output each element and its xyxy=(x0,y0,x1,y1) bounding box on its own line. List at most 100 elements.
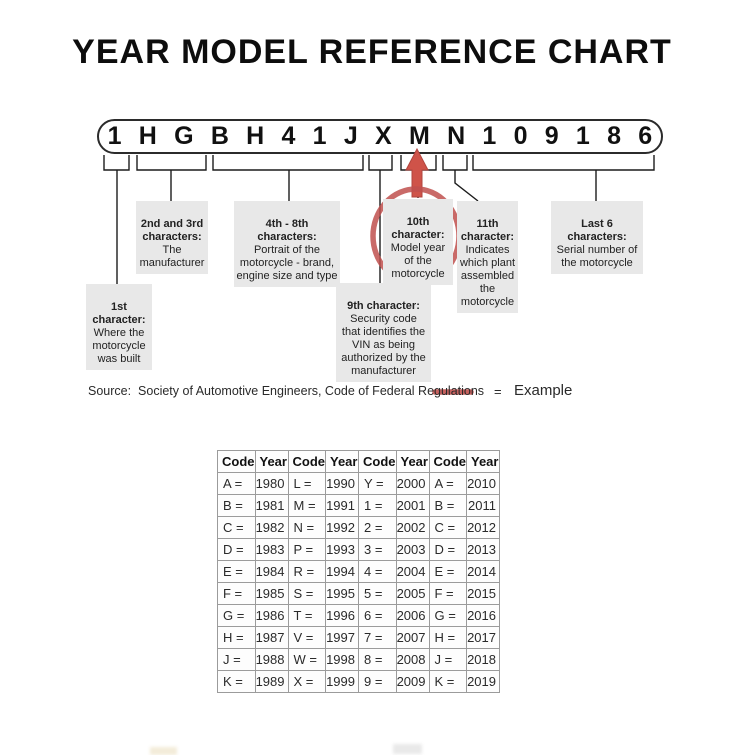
year-cell: 2003 xyxy=(395,538,430,561)
callout-title: 11th character: xyxy=(460,218,515,243)
callout-body: Indicates which plant assembled the moto… xyxy=(459,244,516,308)
table-header-cell: Code xyxy=(217,450,256,473)
vin-character: 1 xyxy=(482,122,497,150)
table-body: A = 1980 L = 1990 Y = 2000 A = 2010 B = 1981 M = 19… xyxy=(217,472,500,693)
code-cell: K = xyxy=(428,670,467,693)
year-cell: 2012 xyxy=(466,516,500,539)
vin-character: 9 xyxy=(544,122,559,150)
year-cell: 2009 xyxy=(395,670,430,693)
year-cell: 1990 xyxy=(325,472,359,495)
vin-character: J xyxy=(343,122,358,150)
code-cell: X = xyxy=(287,670,326,693)
callout-body: Serial number of the motorcycle xyxy=(556,244,638,269)
year-cell: 2004 xyxy=(395,560,430,583)
year-cell: 1983 xyxy=(254,538,289,561)
table-row: B = 1981 M = 1991 1 = 2001 B = 2011 xyxy=(217,494,500,517)
code-cell: P = xyxy=(287,538,326,561)
vin-character: G xyxy=(174,122,194,150)
code-cell: A = xyxy=(217,472,256,495)
year-cell: 1982 xyxy=(254,516,289,539)
year-cell: 1992 xyxy=(325,516,359,539)
code-cell: B = xyxy=(217,494,256,517)
code-cell: H = xyxy=(217,626,256,649)
year-cell: 2001 xyxy=(395,494,430,517)
cropped-edge-artifact xyxy=(393,744,422,754)
callout-title: Last 6 characters: xyxy=(567,218,627,243)
code-cell: J = xyxy=(217,648,256,671)
table-row: D = 1983 P = 1993 3 = 2003 D = 2013 xyxy=(217,538,500,561)
year-cell: 1995 xyxy=(325,582,359,605)
year-cell: 2005 xyxy=(395,582,430,605)
year-cell: 1994 xyxy=(325,560,359,583)
year-cell: 1999 xyxy=(325,670,359,693)
code-cell: N = xyxy=(287,516,326,539)
table-row: K = 1989 X = 1999 9 = 2009 K = 2019 xyxy=(217,670,500,693)
table-row: A = 1980 L = 1990 Y = 2000 A = 2010 xyxy=(217,472,500,495)
year-cell: 2010 xyxy=(466,472,500,495)
code-cell: H = xyxy=(428,626,467,649)
code-cell: G = xyxy=(428,604,467,627)
year-cell: 1987 xyxy=(254,626,289,649)
table-row: F = 1985 S = 1995 5 = 2005 F = 2015 xyxy=(217,582,500,605)
vin-character: 8 xyxy=(607,122,621,150)
code-cell: K = xyxy=(217,670,256,693)
code-cell: 4 = xyxy=(358,560,397,583)
page-title: YEAR MODEL REFERENCE CHART xyxy=(72,33,672,71)
callout-11th-character: 11th character: Indicates which plant as… xyxy=(457,201,518,313)
table-header-cell: Code xyxy=(428,450,467,473)
callout-9th-character: 9th character: Security code that identi… xyxy=(336,283,431,382)
year-cell: 1997 xyxy=(325,626,359,649)
year-cell: 2013 xyxy=(466,538,500,561)
year-cell: 2007 xyxy=(395,626,430,649)
year-cell: 1988 xyxy=(254,648,289,671)
callout-title: 1st character: xyxy=(92,301,146,326)
code-cell: 3 = xyxy=(358,538,397,561)
code-cell: J = xyxy=(428,648,467,671)
year-cell: 2019 xyxy=(466,670,500,693)
vin-character: M xyxy=(408,122,430,150)
callout-4th-8th-characters: 4th - 8th characters: Portrait of the mo… xyxy=(234,201,340,287)
table-header: Code Year Code Year Code Year Code Year xyxy=(217,450,500,473)
callout-10th-character: 10th character: Model year of the motorc… xyxy=(383,199,453,285)
year-cell: 1980 xyxy=(254,472,289,495)
code-cell: E = xyxy=(428,560,467,583)
table-header-cell: Year xyxy=(325,450,359,473)
code-cell: B = xyxy=(428,494,467,517)
code-cell: 8 = xyxy=(358,648,397,671)
year-code-table: Code Year Code Year Code Year Code Year A = 1980… xyxy=(217,450,500,693)
vin-character: 0 xyxy=(513,122,528,150)
year-cell: 1989 xyxy=(254,670,289,693)
year-cell: 1996 xyxy=(325,604,359,627)
code-cell: C = xyxy=(217,516,256,539)
vin-character: 1 xyxy=(312,122,327,150)
year-cell: 2000 xyxy=(395,472,430,495)
callout-2nd-3rd-characters: 2nd and 3rd characters: The manufacturer xyxy=(136,201,208,274)
vin-character: H xyxy=(138,122,157,150)
callout-body: Model year of the motorcycle xyxy=(390,242,446,280)
vin-character: 1 xyxy=(575,122,590,150)
table-row: J = 1988 W = 1998 8 = 2008 J = 2018 xyxy=(217,648,500,671)
vin-character: 6 xyxy=(638,122,653,150)
code-cell: 1 = xyxy=(358,494,397,517)
code-cell: A = xyxy=(428,472,467,495)
callout-1st-character: 1st character: Where the motorcycle was … xyxy=(86,284,152,370)
code-cell: M = xyxy=(287,494,326,517)
year-cell: 2011 xyxy=(466,494,500,517)
callout-title: 9th character: xyxy=(347,300,420,312)
callout-title: 10th character: xyxy=(391,216,445,241)
legend-example-label: Example xyxy=(514,382,573,399)
callout-title: 2nd and 3rd characters: xyxy=(140,218,204,243)
table-header-cell: Year xyxy=(395,450,430,473)
callout-body: Where the motorcycle was built xyxy=(92,327,146,365)
code-cell: 9 = xyxy=(358,670,397,693)
callout-last-6-characters: Last 6 characters: Serial number of the … xyxy=(551,201,643,274)
year-cell: 1985 xyxy=(254,582,289,605)
year-cell: 1991 xyxy=(325,494,359,517)
vin-character: 1 xyxy=(107,122,122,150)
code-cell: T = xyxy=(287,604,326,627)
code-cell: E = xyxy=(217,560,256,583)
code-cell: 2 = xyxy=(358,516,397,539)
vin-character: X xyxy=(375,122,392,150)
